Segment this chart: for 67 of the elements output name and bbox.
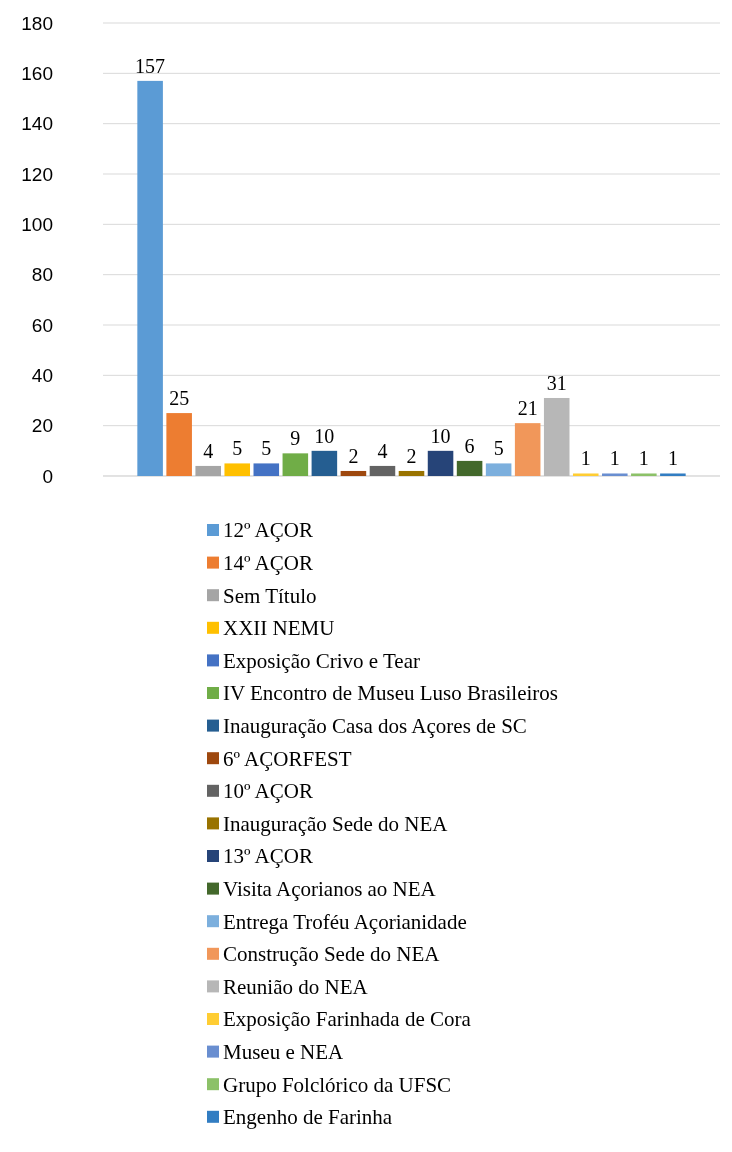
data-label: 10 [430,424,451,447]
bar [195,465,221,476]
legend-label: Grupo Folclórico da UFSC [223,1072,452,1097]
bar [282,453,309,476]
legend-label: Inauguração Sede do NEA [223,811,449,836]
data-label: 4 [377,439,388,462]
bar [253,463,280,476]
data-label: 5 [261,437,272,460]
bar [543,397,570,476]
legend-label: Construção Sede do NEA [223,942,441,967]
legend-label: Visita Açorianos ao NEA [223,876,437,901]
legend-label: Engenho de Farinha [223,1105,393,1130]
bar [456,460,483,476]
bar [485,463,512,476]
data-label: 6 [464,434,475,457]
bar [166,413,192,476]
y-tick-label: 0 [42,465,53,487]
legend-label: Sem Título [223,583,317,608]
data-label: 1 [667,447,678,470]
bar [137,80,163,476]
data-label: 157 [135,54,166,77]
legend-label: 6º AÇORFEST [223,746,352,771]
data-label: 10 [314,424,335,447]
y-tick-label: 120 [21,163,53,185]
legend-label: Exposição Crivo e Tear [223,648,420,673]
y-tick-label: 60 [31,314,53,336]
y-tick-label: 100 [21,213,53,235]
bar [572,473,599,476]
legend-label: Entrega Troféu Açorianidade [223,909,467,934]
legend-label: XXII NEMU [223,616,335,641]
legend-label: 14º AÇOR [223,550,313,575]
y-tick-label: 20 [31,415,53,437]
data-label: 31 [546,371,567,394]
legend-label: 12º AÇOR [223,518,313,543]
legend-label: Exposição Farinhada de Cora [223,1007,472,1032]
legend-label: Museu e NEA [223,1039,344,1064]
legend-label: Reunião do NEA [223,974,369,999]
data-label: 5 [493,437,504,460]
legend-label: 10º AÇOR [223,779,313,804]
legend-label: 13º AÇOR [223,844,313,869]
y-tick-label: 180 [21,12,53,34]
bar [631,473,657,476]
bar [427,450,454,476]
bar [602,473,628,476]
data-label: 9 [290,427,301,450]
data-label: 4 [203,439,214,462]
data-label: 1 [638,447,649,470]
y-tick-label: 160 [21,62,53,84]
data-label: 25 [169,387,190,410]
data-label: 2 [348,444,359,467]
bar [224,463,251,476]
legend-label: IV Encontro de Museu Luso Brasileiros [223,681,558,706]
data-label: 5 [232,437,243,460]
bar [514,423,541,476]
y-tick-label: 40 [31,364,53,386]
legend-label: Inauguração Casa dos Açores de SC [223,713,527,738]
data-label: 21 [517,397,538,420]
data-label: 2 [406,444,417,467]
bar [660,473,686,476]
data-label: 1 [580,447,591,470]
bar [311,450,338,476]
y-tick-label: 140 [21,113,53,135]
data-label: 1 [609,447,620,470]
bar [369,465,396,476]
bar [398,470,425,476]
bar [340,470,367,476]
y-tick-label: 80 [31,264,53,286]
